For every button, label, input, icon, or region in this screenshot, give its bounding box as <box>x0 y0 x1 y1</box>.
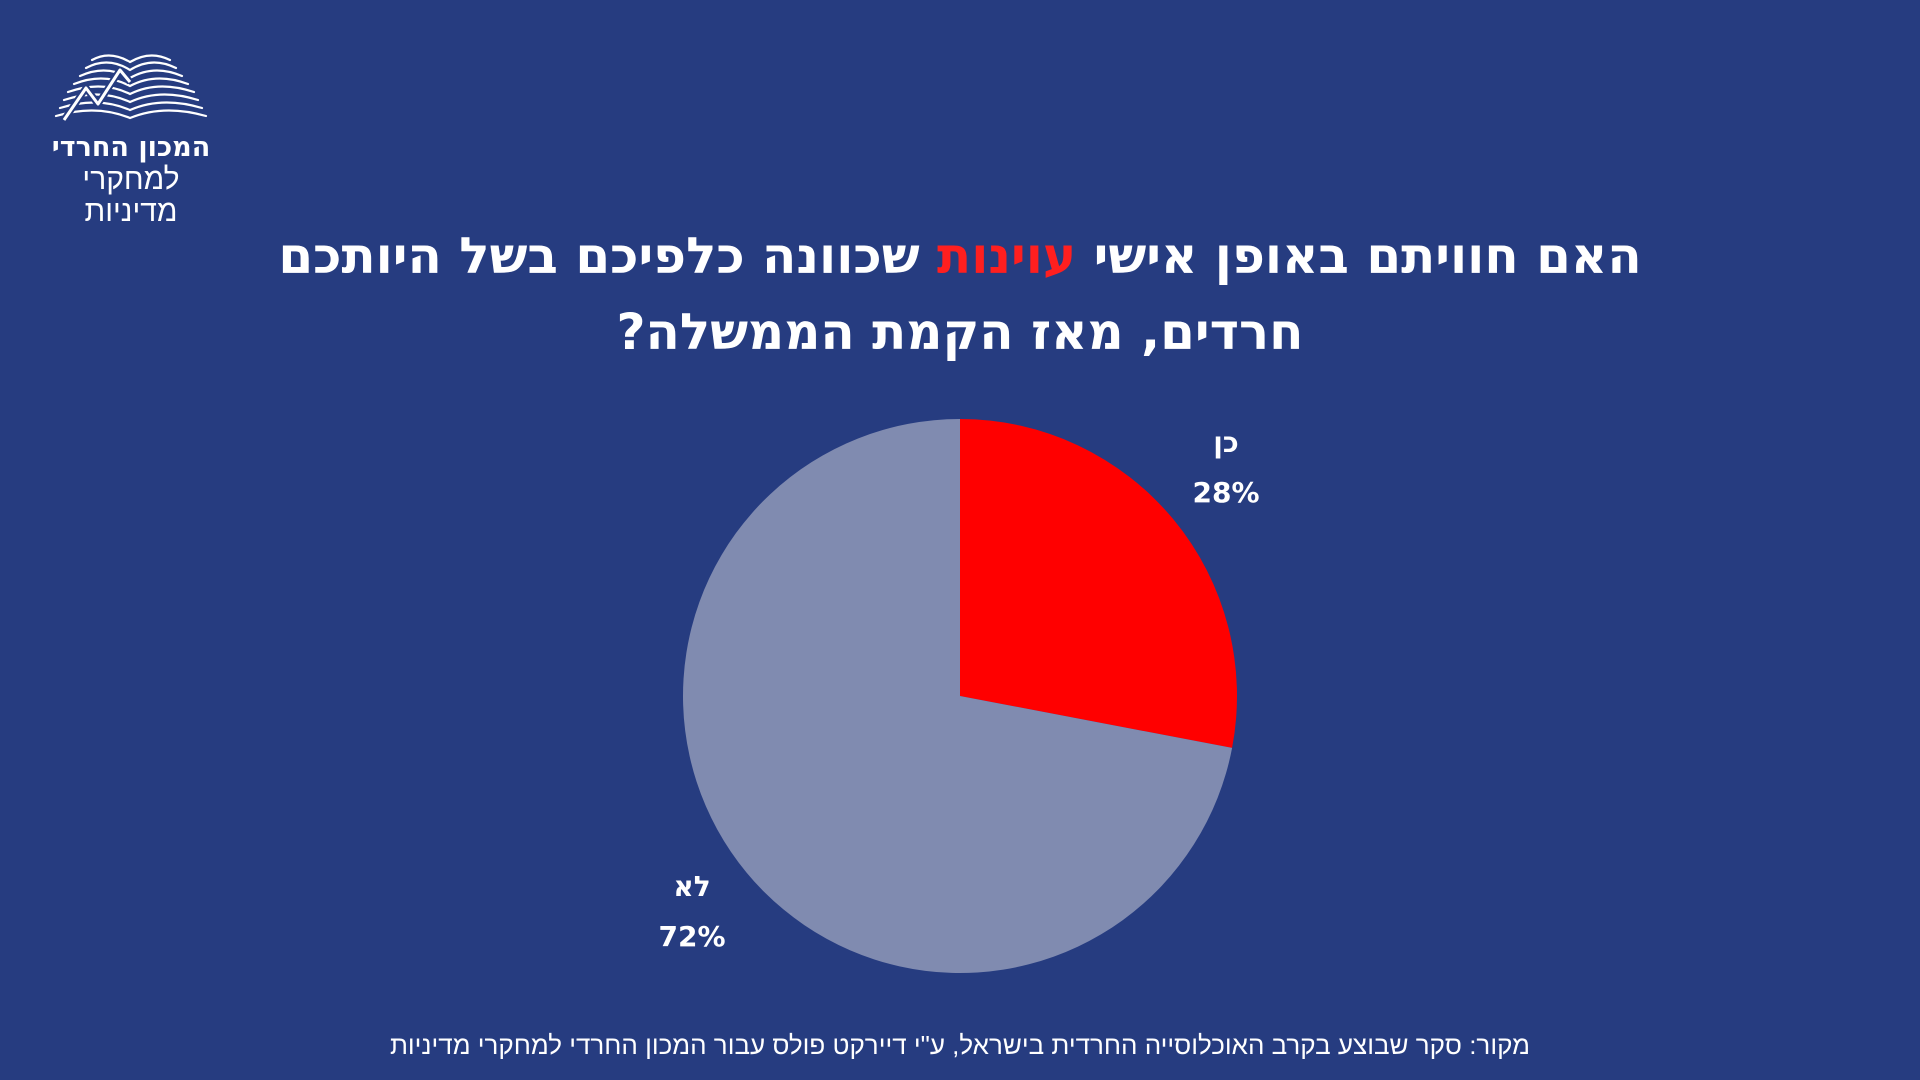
slice-value-label: 28% <box>1192 476 1259 509</box>
slice-category-label: לא <box>673 870 710 903</box>
source-note: מקור: סקר שבוצע בקרב האוכלוסייה החרדית ב… <box>389 1030 1531 1060</box>
slice-category-label: כן <box>1213 426 1238 459</box>
title-part-2: שכוונה כלפיכם בשל היותכם <box>278 227 920 285</box>
logo-name: המכון החרדי <box>51 132 211 163</box>
pie-slice-1 <box>960 419 1237 748</box>
title-line-1: האם חוויתם באופן אישי עוינות שכוונה כלפי… <box>160 218 1760 294</box>
logo: המכון החרדי למחקרי מדיניות <box>36 44 226 228</box>
title-highlight: עוינות <box>937 227 1077 285</box>
title-part-1: האם חוויתם באופן אישי <box>1093 227 1642 285</box>
title-line-2: חרדים, מאז הקמת הממשלה? <box>616 303 1304 361</box>
slice-value-label: 72% <box>658 920 725 953</box>
open-book-chart-icon <box>54 54 208 122</box>
logo-subtitle: למחקרי מדיניות <box>82 163 180 228</box>
pie-slice-2 <box>683 419 1233 973</box>
chart-title: האם חוויתם באופן אישי עוינות שכוונה כלפי… <box>160 218 1760 370</box>
